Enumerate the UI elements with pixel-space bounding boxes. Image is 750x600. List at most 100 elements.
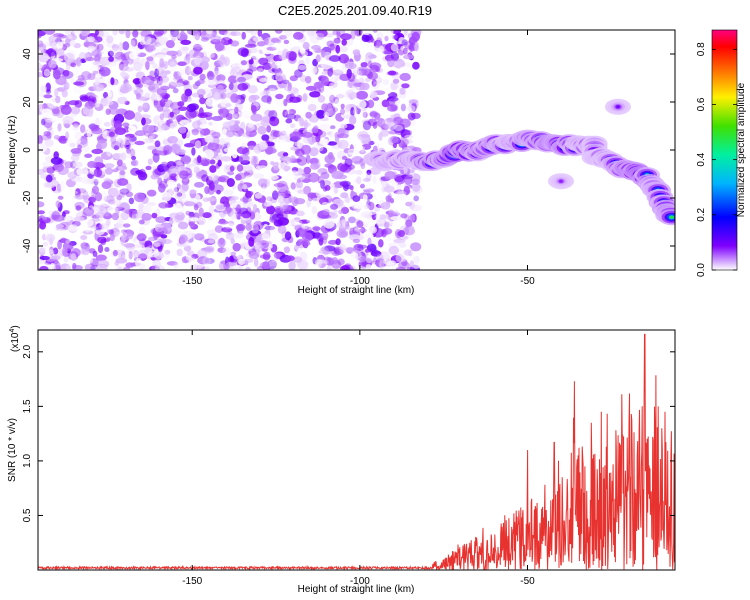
noise-blob (257, 178, 268, 188)
noise-blob (135, 243, 143, 249)
noise-blob (276, 39, 282, 44)
noise-blob (125, 139, 130, 148)
noise-blob (295, 179, 303, 189)
noise-blob (75, 205, 82, 211)
heatmap-ridge-layer (363, 98, 675, 226)
noise-blob (385, 120, 398, 130)
noise-blob (117, 266, 123, 270)
noise-blob (120, 83, 132, 93)
noise-blob (222, 247, 231, 256)
noise-blob (232, 62, 242, 68)
noise-blob (302, 232, 313, 242)
noise-blob (331, 257, 338, 265)
colorbar-tick-label: 0.4 (696, 152, 707, 166)
noise-blob (283, 165, 289, 172)
noise-blob (355, 169, 363, 175)
noise-blob (235, 174, 242, 181)
noise-blob (126, 183, 132, 193)
noise-blob (234, 106, 239, 114)
noise-blob (124, 110, 135, 120)
noise-blob (248, 65, 258, 72)
noise-blob (410, 178, 421, 185)
noise-blob (204, 266, 210, 270)
colorbar-gradient (711, 29, 738, 271)
noise-blob (99, 50, 105, 55)
noise-blob (330, 203, 339, 210)
noise-blob (39, 255, 50, 261)
noise-blob (137, 83, 144, 88)
noise-blob (403, 249, 413, 256)
noise-blob (256, 266, 265, 270)
noise-blob (198, 207, 204, 217)
noise-blob (191, 159, 197, 167)
noise-blob (127, 249, 137, 254)
noise-blob (95, 229, 105, 236)
noise-blob (248, 191, 254, 196)
noise-blob (283, 195, 293, 204)
noise-blob (156, 207, 160, 217)
noise-blob (341, 83, 350, 92)
noise-blob (68, 100, 80, 106)
noise-blob (293, 87, 300, 97)
noise-blob (70, 154, 80, 162)
noise-blob (38, 247, 46, 256)
noise-blob (247, 123, 254, 128)
noise-blob (336, 246, 344, 254)
noise-blob (162, 108, 172, 119)
noise-blob (218, 30, 228, 35)
noise-blob (365, 52, 374, 60)
noise-blob (107, 50, 114, 57)
noise-blob (67, 171, 77, 180)
noise-blob (223, 201, 228, 208)
noise-blob (67, 224, 79, 232)
noise-blob (117, 178, 129, 186)
noise-blob (369, 110, 379, 119)
noise-blob (69, 40, 76, 47)
noise-blob (339, 73, 351, 81)
y-tick-label: -40 (22, 238, 33, 253)
noise-blob (269, 116, 276, 122)
noise-blob (373, 205, 380, 212)
noise-blob (208, 121, 213, 126)
noise-blob (409, 214, 416, 222)
noise-blob (119, 170, 126, 176)
noise-blob (108, 240, 114, 251)
colorbar-tick-label: 0.0 (696, 263, 707, 277)
noise-blob (211, 116, 223, 121)
noise-blob (390, 135, 399, 144)
noise-blob (225, 131, 233, 140)
noise-blob (252, 101, 261, 107)
noise-blob (167, 58, 178, 67)
noise-blob (185, 53, 191, 61)
noise-blob (341, 39, 348, 46)
noise-blob (404, 175, 413, 185)
noise-blob (157, 163, 169, 173)
y-tick-label: 1.5 (22, 399, 33, 413)
noise-blob (370, 91, 378, 99)
noise-blob (320, 50, 326, 58)
noise-blob (214, 41, 225, 51)
noise-blob (390, 82, 398, 91)
noise-blob (125, 133, 135, 138)
noise-blob (390, 114, 395, 121)
noise-blob (362, 30, 371, 36)
colorbar-label: Normalized spectral amplitude (736, 82, 747, 217)
noise-blob (85, 56, 95, 62)
noise-blob (377, 45, 385, 56)
noise-blob (123, 243, 136, 248)
noise-blob (382, 79, 390, 86)
noise-blob (198, 94, 204, 99)
noise-blob (276, 213, 284, 219)
noise-blob (205, 130, 217, 136)
noise-blob (269, 175, 279, 181)
noise-blob (47, 249, 55, 255)
noise-blob (372, 81, 380, 90)
noise-blob (209, 159, 216, 165)
noise-blob (384, 35, 389, 42)
noise-blob (206, 71, 215, 81)
y-tick-label: 0.5 (22, 508, 33, 522)
noise-blob (373, 112, 381, 120)
noise-blob (146, 125, 155, 133)
noise-blob (188, 189, 197, 194)
noise-blob (328, 55, 341, 62)
